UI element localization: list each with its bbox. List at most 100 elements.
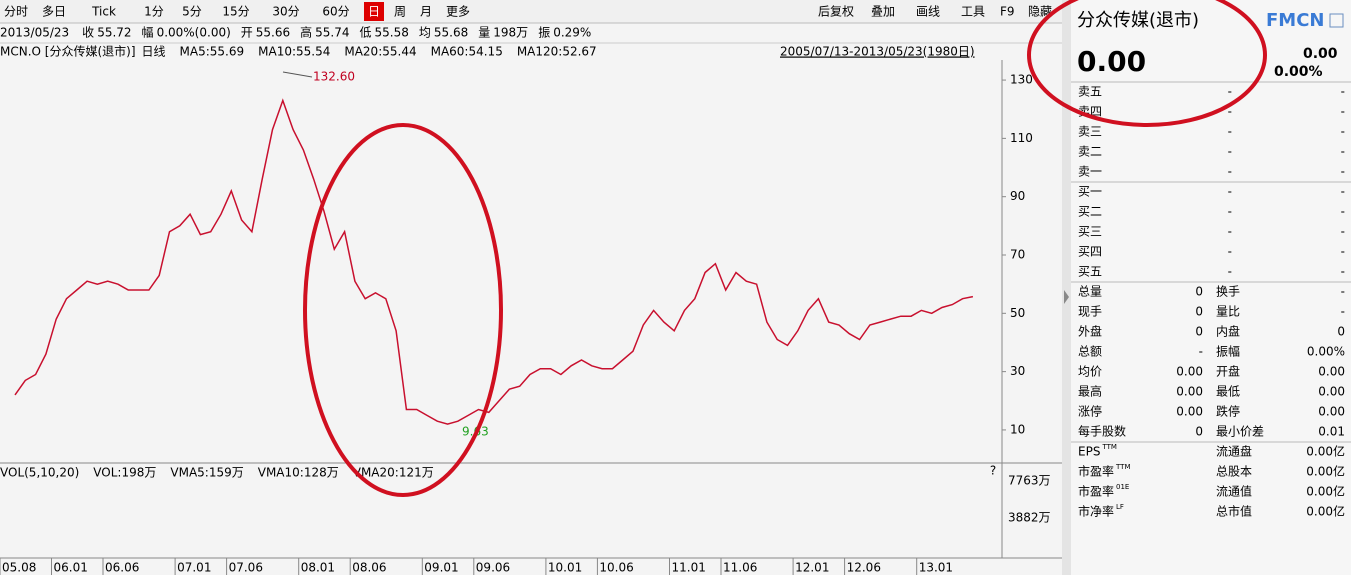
- quote-panel: [1071, 0, 1351, 575]
- stat-label: 跌停: [1216, 404, 1240, 419]
- book-volume: -: [1341, 225, 1345, 239]
- book-label: 卖二: [1078, 145, 1102, 159]
- stat-label: 开盘: [1216, 364, 1240, 379]
- book-volume: -: [1341, 165, 1345, 179]
- book-price: -: [1228, 125, 1232, 139]
- toolbar-button[interactable]: 15分: [222, 5, 249, 19]
- y-tick-label: 30: [1010, 364, 1025, 378]
- toolbar-button[interactable]: F9: [1000, 5, 1015, 19]
- book-volume: -: [1341, 145, 1345, 159]
- volume-legend: VOL:198万: [93, 466, 156, 480]
- fin-label: EPS: [1078, 445, 1100, 459]
- highlight-ellipse: [303, 123, 503, 497]
- book-label: 买二: [1078, 205, 1102, 219]
- toolbar-button[interactable]: 画线: [916, 5, 940, 19]
- volume-legend: VMA10:128万: [258, 466, 339, 480]
- price-line: [14, 98, 974, 425]
- book-volume: -: [1341, 85, 1345, 99]
- toolbar-button[interactable]: 分时: [4, 5, 28, 19]
- toolbar-button[interactable]: 周: [394, 5, 406, 19]
- toolbar-button[interactable]: 工具: [961, 5, 985, 19]
- stat-value: 0.00: [1176, 385, 1203, 399]
- stat-value: -: [1341, 285, 1345, 299]
- stat-value: 0.01: [1318, 425, 1345, 439]
- book-label: 卖五: [1078, 85, 1102, 99]
- quote-label: 高: [300, 25, 312, 40]
- toolbar-button[interactable]: 日: [368, 5, 380, 19]
- quote-label: 振: [538, 26, 550, 40]
- toolbar-button[interactable]: 月: [420, 5, 432, 19]
- highlight-ellipse: [1027, 0, 1267, 127]
- stat-label: 现手: [1078, 305, 1102, 319]
- stat-label: 每手股数: [1078, 424, 1126, 439]
- quote-label: 2013/05/23: [0, 26, 69, 40]
- quote-value: 55.72: [97, 26, 131, 40]
- toolbar-button[interactable]: 60分: [322, 5, 349, 19]
- legend-item: MA10:55.54: [258, 45, 330, 59]
- x-tick-label: 11.06: [723, 561, 757, 575]
- x-tick-label: 10.06: [599, 561, 633, 575]
- legend-item: MA20:55.44: [344, 45, 416, 59]
- toolbar-button[interactable]: 叠加: [871, 5, 895, 19]
- stat-label: 振幅: [1216, 344, 1240, 359]
- stat-value: 0: [1195, 425, 1203, 439]
- stat-label: 换手: [1216, 285, 1240, 299]
- change-pct: 0.00%: [1274, 64, 1323, 80]
- toolbar-button[interactable]: 1分: [144, 5, 164, 19]
- toolbar-button[interactable]: Tick: [91, 5, 116, 19]
- stat-value: 0.00: [1176, 405, 1203, 419]
- y-tick-label: 70: [1010, 248, 1025, 262]
- quote-label: 开: [241, 26, 253, 40]
- legend-item: 日线: [142, 45, 166, 59]
- stock-code: FMCN: [1266, 10, 1324, 31]
- toolbar-button[interactable]: 多日: [42, 5, 66, 19]
- legend-item: MA60:54.15: [431, 45, 503, 59]
- fin-label: 市净率: [1078, 504, 1114, 519]
- stat-value: 0.00: [1176, 365, 1203, 379]
- y-tick-label: 90: [1010, 189, 1025, 203]
- x-tick-label: 12.01: [795, 561, 829, 575]
- x-tick-label: 10.01: [548, 561, 582, 575]
- splitter[interactable]: [1062, 0, 1071, 575]
- add-button[interactable]: [1329, 13, 1344, 28]
- quote-label: 幅: [142, 25, 154, 40]
- toolbar-button[interactable]: 后复权: [818, 5, 854, 19]
- quote-value: 55.74: [315, 26, 349, 40]
- toolbar-button[interactable]: 30分: [272, 5, 299, 19]
- stat-value: 0.00: [1318, 365, 1345, 379]
- volume-tick-label: 7763万: [1008, 474, 1051, 488]
- book-price: -: [1228, 265, 1232, 279]
- toolbar-bg: [0, 0, 1062, 23]
- book-volume: -: [1341, 265, 1345, 279]
- book-label: 买四: [1078, 245, 1102, 259]
- y-tick-label: 110: [1010, 131, 1033, 145]
- book-label: 卖三: [1078, 125, 1102, 139]
- book-price: -: [1228, 205, 1232, 219]
- volume-legend: VOL(5,10,20): [0, 466, 79, 480]
- quote-value: 55.58: [375, 26, 409, 40]
- active-tab: [364, 2, 384, 21]
- fin-sup: TTM: [1115, 463, 1130, 471]
- quote-label: 量: [478, 26, 490, 40]
- toolbar-button[interactable]: 5分: [182, 5, 202, 19]
- help[interactable]: ?: [990, 464, 996, 478]
- book-price: -: [1228, 145, 1232, 159]
- splitter-arrow[interactable]: [1064, 290, 1069, 304]
- stat-label: 均价: [1078, 365, 1102, 379]
- toolbar-button[interactable]: 隐藏: [1028, 5, 1052, 19]
- high-annotation: 132.60: [313, 70, 355, 84]
- stat-label: 量比: [1216, 305, 1240, 319]
- date-range[interactable]: 2005/07/13-2013/05/23(1980日): [780, 45, 975, 59]
- legend-item: MA5:55.69: [180, 45, 245, 59]
- stat-label: 最小价差: [1216, 425, 1264, 439]
- symbol: MCN.O [分众传媒(退市)]: [0, 44, 136, 59]
- book-price: -: [1228, 165, 1232, 179]
- fin-label: 市盈率: [1078, 484, 1114, 499]
- x-tick-label: 06.06: [105, 561, 139, 575]
- fin-value: 0.00亿: [1306, 484, 1345, 499]
- stat-value: 0: [1337, 325, 1345, 339]
- x-tick-label: 12.06: [847, 561, 881, 575]
- toolbar-button[interactable]: 更多: [446, 5, 470, 19]
